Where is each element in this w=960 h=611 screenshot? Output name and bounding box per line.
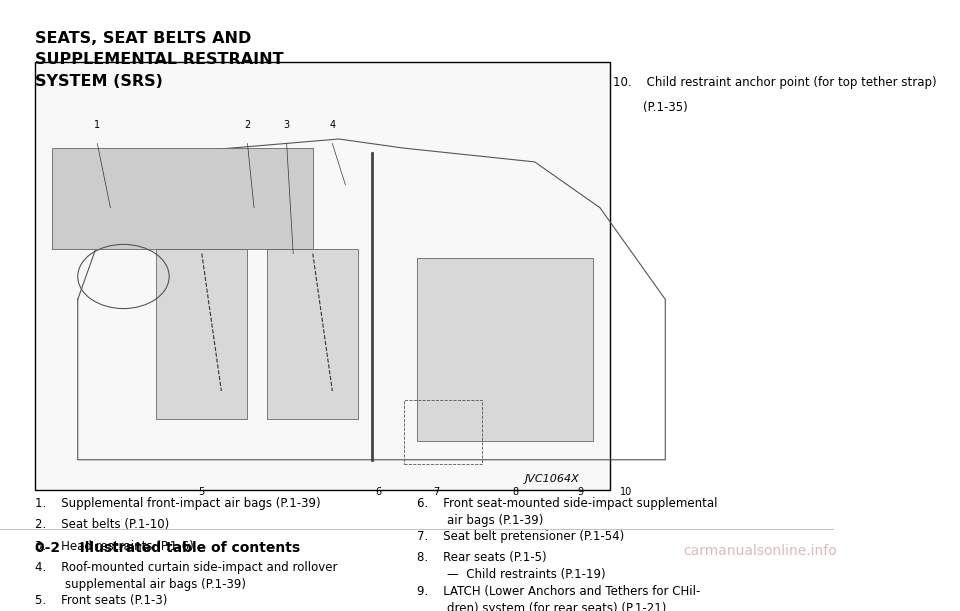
Text: SEATS, SEAT BELTS AND: SEATS, SEAT BELTS AND bbox=[35, 31, 252, 46]
Text: 5.    Front seats (P.1-3): 5. Front seats (P.1-3) bbox=[35, 594, 167, 607]
Text: 2: 2 bbox=[245, 120, 251, 130]
Text: JVC1064X: JVC1064X bbox=[524, 474, 579, 485]
Text: SUPPLEMENTAL RESTRAINT: SUPPLEMENTAL RESTRAINT bbox=[35, 53, 283, 67]
Text: 7.    Seat belt pretensioner (P.1-54): 7. Seat belt pretensioner (P.1-54) bbox=[417, 530, 624, 543]
Text: 9: 9 bbox=[577, 487, 584, 497]
Text: 6: 6 bbox=[375, 487, 381, 497]
Text: 7: 7 bbox=[434, 487, 440, 497]
Text: 9.    LATCH (Lower Anchors and Tethers for CHil-
        dren) system (for rear : 9. LATCH (Lower Anchors and Tethers for … bbox=[417, 585, 700, 611]
Text: 1.    Supplemental front-impact air bags (P.1-39): 1. Supplemental front-impact air bags (P… bbox=[35, 497, 321, 510]
Text: 4: 4 bbox=[329, 120, 335, 130]
Text: 0-2    Illustrated table of contents: 0-2 Illustrated table of contents bbox=[35, 541, 300, 555]
Text: carmanualsonline.info: carmanualsonline.info bbox=[684, 544, 837, 558]
Text: 4.    Roof-mounted curtain side-impact and rollover
        supplemental air bag: 4. Roof-mounted curtain side-impact and … bbox=[35, 561, 338, 591]
Text: 6.    Front seat-mounted side-impact supplemental
        air bags (P.1-39): 6. Front seat-mounted side-impact supple… bbox=[417, 497, 717, 527]
FancyBboxPatch shape bbox=[156, 249, 248, 419]
FancyBboxPatch shape bbox=[267, 249, 358, 419]
Text: (P.1-35): (P.1-35) bbox=[612, 101, 687, 114]
Text: 8: 8 bbox=[512, 487, 518, 497]
Text: 3.    Head restraints (P.1-6): 3. Head restraints (P.1-6) bbox=[35, 540, 194, 552]
FancyBboxPatch shape bbox=[35, 62, 611, 490]
Text: 1: 1 bbox=[94, 120, 101, 130]
Text: 10: 10 bbox=[620, 487, 633, 497]
FancyBboxPatch shape bbox=[52, 148, 313, 249]
FancyBboxPatch shape bbox=[418, 258, 593, 441]
Text: 2.    Seat belts (P.1-10): 2. Seat belts (P.1-10) bbox=[35, 518, 169, 531]
Text: 10.    Child restraint anchor point (for top tether strap): 10. Child restraint anchor point (for to… bbox=[612, 76, 936, 89]
Text: SYSTEM (SRS): SYSTEM (SRS) bbox=[35, 74, 163, 89]
Text: 3: 3 bbox=[283, 120, 290, 130]
Text: 8.    Rear seats (P.1-5)
        —  Child restraints (P.1-19): 8. Rear seats (P.1-5) — Child restraints… bbox=[417, 551, 606, 581]
Text: 5: 5 bbox=[199, 487, 204, 497]
